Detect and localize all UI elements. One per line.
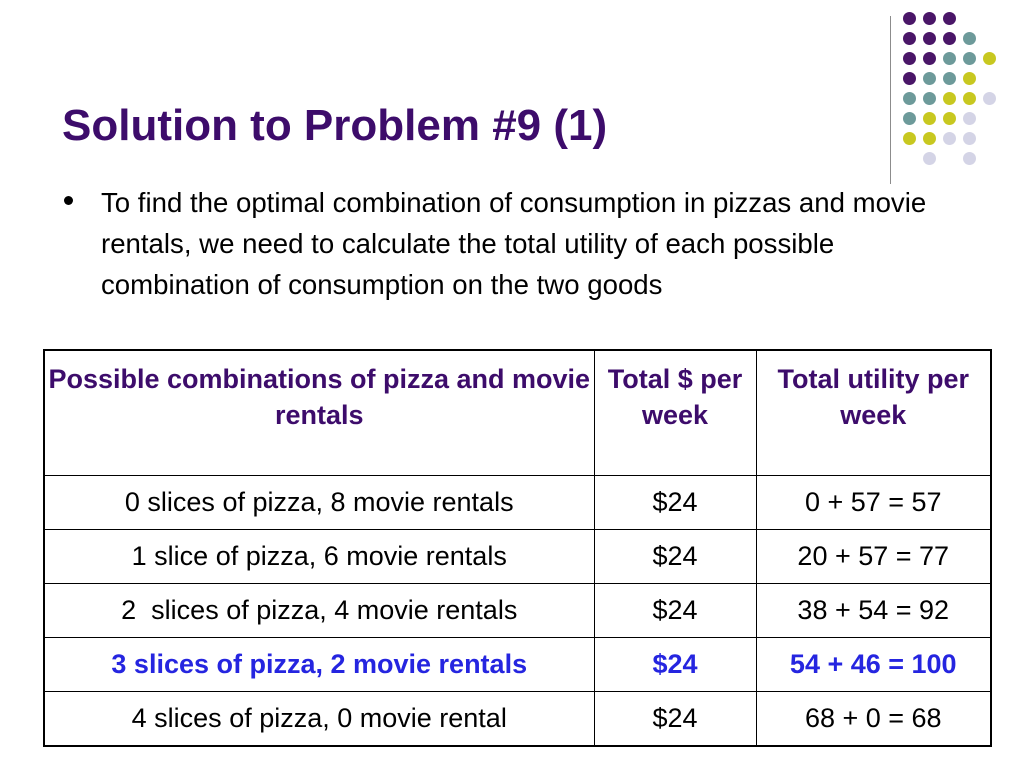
decor-dot <box>903 52 916 65</box>
decor-dot <box>983 92 996 105</box>
decor-dot <box>963 52 976 65</box>
cell-total-utility: 0 + 57 = 57 <box>755 474 992 530</box>
cell-total-utility: 68 + 0 = 68 <box>755 690 992 746</box>
decor-dot <box>903 92 916 105</box>
decor-dot <box>943 92 956 105</box>
cell-total-dollars: $24 <box>593 636 757 692</box>
decor-dot <box>963 152 976 165</box>
decor-dot <box>903 132 916 145</box>
cell-total-dollars: $24 <box>593 474 757 530</box>
decor-dot <box>903 72 916 85</box>
decor-dot <box>923 112 936 125</box>
decor-dot <box>923 32 936 45</box>
table-row: 0 slices of pizza, 8 movie rentals $24 0… <box>43 474 992 530</box>
cell-combination: 3 slices of pizza, 2 movie rentals <box>43 636 595 692</box>
decor-dot <box>963 132 976 145</box>
cell-combination: 1 slice of pizza, 6 movie rentals <box>43 528 595 584</box>
table-header-row: Possible combinations of pizza and movie… <box>43 349 992 476</box>
decor-dot <box>943 132 956 145</box>
decor-dot <box>963 112 976 125</box>
table-row: 2 slices of pizza, 4 movie rentals $24 3… <box>43 582 992 638</box>
decor-dot <box>903 112 916 125</box>
decor-dot <box>923 72 936 85</box>
decor-dot <box>943 32 956 45</box>
cell-total-utility: 38 + 54 = 92 <box>755 582 992 638</box>
bullet-dot <box>64 196 73 205</box>
decor-dot <box>943 112 956 125</box>
table-row: 1 slice of pizza, 6 movie rentals $24 20… <box>43 528 992 584</box>
table-row: 4 slices of pizza, 0 movie rental $24 68… <box>43 690 992 746</box>
decor-dot <box>923 92 936 105</box>
cell-combination: 0 slices of pizza, 8 movie rentals <box>43 474 595 530</box>
decor-dot <box>923 132 936 145</box>
cell-total-utility: 20 + 57 = 77 <box>755 528 992 584</box>
table-row-optimal: 3 slices of pizza, 2 movie rentals $24 5… <box>43 636 992 692</box>
cell-total-dollars: $24 <box>593 528 757 584</box>
cell-total-dollars: $24 <box>593 582 757 638</box>
decorative-dot-grid <box>903 12 1023 172</box>
decor-dot <box>963 32 976 45</box>
bullet-text: To find the optimal combination of consu… <box>101 187 927 300</box>
cell-total-dollars: $24 <box>593 690 757 746</box>
decor-dot <box>983 52 996 65</box>
decor-dot <box>923 152 936 165</box>
header-combinations: Possible combinations of pizza and movie… <box>43 349 595 476</box>
decor-dot <box>923 12 936 25</box>
utility-table: Possible combinations of pizza and movie… <box>43 349 992 747</box>
cell-total-utility: 54 + 46 = 100 <box>755 636 992 692</box>
decor-dot <box>963 72 976 85</box>
decor-dot <box>923 52 936 65</box>
cell-combination: 2 slices of pizza, 4 movie rentals <box>43 582 595 638</box>
decor-dot <box>903 12 916 25</box>
decor-dot <box>943 52 956 65</box>
header-total-dollars: Total $ per week <box>593 349 757 476</box>
decor-dot <box>903 32 916 45</box>
cell-combination: 4 slices of pizza, 0 movie rental <box>43 690 595 746</box>
decor-dot <box>943 72 956 85</box>
decor-dot <box>963 92 976 105</box>
divider-line <box>890 16 891 184</box>
decor-dot <box>943 12 956 25</box>
slide-title: Solution to Problem #9 (1) <box>62 101 608 150</box>
header-total-utility: Total utility per week <box>755 349 992 476</box>
